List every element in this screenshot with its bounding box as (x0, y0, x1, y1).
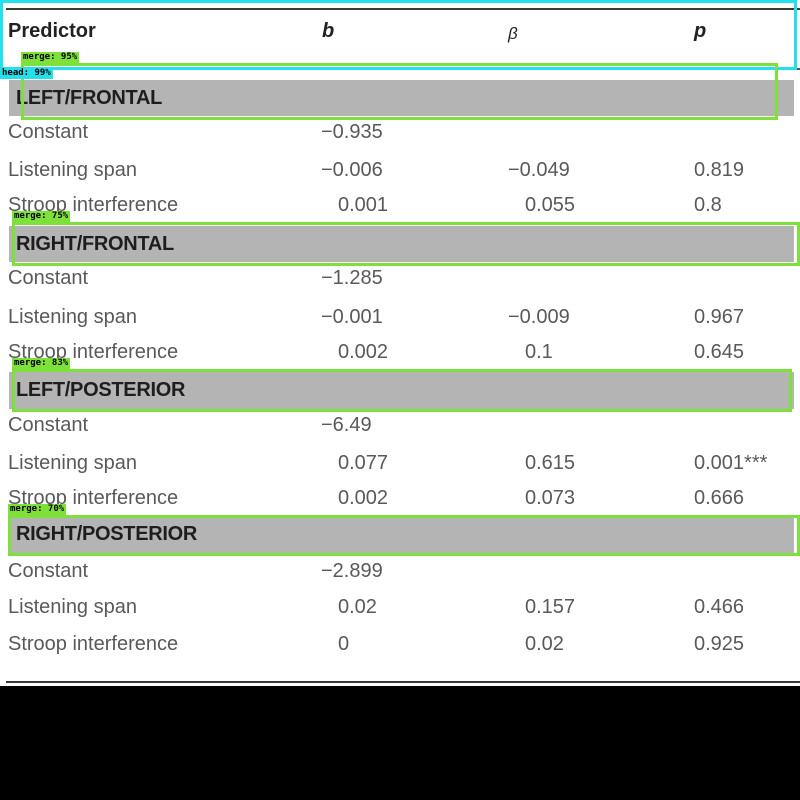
predictor-cell: Constant (8, 560, 89, 582)
beta-cell: 0.073 (525, 487, 576, 509)
results-table: Predictor b β p LEFT/FRONTAL Constant −0… (6, 8, 800, 683)
predictor-cell: Stroop interference (8, 633, 179, 655)
b-cell: 0.001 (338, 194, 389, 216)
detection-box (12, 369, 792, 412)
b-cell: −0.006 (321, 159, 383, 181)
detection-box (0, 0, 797, 70)
predictor-cell: Stroop interference (8, 487, 179, 509)
predictor-cell: Listening span (8, 306, 137, 328)
section-band: RIGHT/POSTERIOR (9, 518, 794, 554)
section-band: LEFT/POSTERIOR (9, 372, 794, 409)
section-label: LEFT/FRONTAL (16, 87, 162, 109)
section-label: RIGHT/FRONTAL (16, 233, 174, 255)
black-padding (0, 686, 800, 800)
b-cell: 0.077 (338, 452, 389, 474)
detection-tag: head: 99% (0, 68, 53, 79)
detection-tag: merge: 83% (12, 358, 71, 369)
section-label: RIGHT/POSTERIOR (16, 523, 198, 545)
predictor-cell: Listening span (8, 452, 137, 474)
beta-cell: 0.615 (525, 452, 576, 474)
b-cell: −1.285 (321, 267, 383, 289)
predictor-cell: Constant (8, 414, 89, 436)
predictor-cell: Stroop interference (8, 194, 179, 216)
section-band: LEFT/FRONTAL (9, 80, 794, 116)
detection-box (12, 222, 800, 266)
header-predictor: Predictor (8, 20, 96, 42)
b-cell: −2.899 (321, 560, 383, 582)
b-cell: 0.02 (338, 596, 377, 618)
table-top-rule (6, 8, 800, 10)
b-cell: 0.002 (338, 341, 389, 363)
detection-box (8, 515, 800, 556)
predictor-cell: Constant (8, 267, 89, 289)
p-cell: 0.8 (694, 194, 722, 216)
beta-cell: 0.1 (525, 341, 553, 363)
beta-cell: 0.02 (525, 633, 564, 655)
p-cell: 0.666 (694, 487, 745, 509)
detection-tag: merge: 95% (21, 52, 80, 63)
predictor-cell: Stroop interference (8, 341, 179, 363)
section-label: LEFT/POSTERIOR (16, 379, 186, 401)
b-cell: −6.49 (321, 414, 372, 436)
beta-cell: 0.157 (525, 596, 576, 618)
header-beta: β (508, 24, 518, 43)
b-cell: 0.002 (338, 487, 389, 509)
section-band: RIGHT/FRONTAL (9, 226, 794, 262)
b-cell: −0.935 (321, 121, 383, 143)
beta-cell: −0.009 (508, 306, 570, 328)
b-cell: 0 (338, 633, 350, 655)
detection-tag: merge: 70% (8, 504, 67, 515)
predictor-cell: Listening span (8, 596, 137, 618)
beta-cell: 0.055 (525, 194, 576, 216)
detection-box (21, 63, 778, 120)
p-cell: 0.819 (694, 159, 745, 181)
beta-cell: −0.049 (508, 159, 570, 181)
p-cell: 0.967 (694, 306, 745, 328)
detection-tag: merge: 75% (12, 211, 71, 222)
predictor-cell: Listening span (8, 159, 137, 181)
p-cell: 0.001*** (694, 452, 768, 474)
header-b: b (322, 20, 335, 42)
predictor-cell: Constant (8, 121, 89, 143)
p-cell: 0.466 (694, 596, 745, 618)
b-cell: −0.001 (321, 306, 383, 328)
p-cell: 0.645 (694, 341, 745, 363)
p-cell: 0.925 (694, 633, 745, 655)
header-p: p (694, 20, 707, 42)
table-bottom-rule (6, 681, 800, 683)
